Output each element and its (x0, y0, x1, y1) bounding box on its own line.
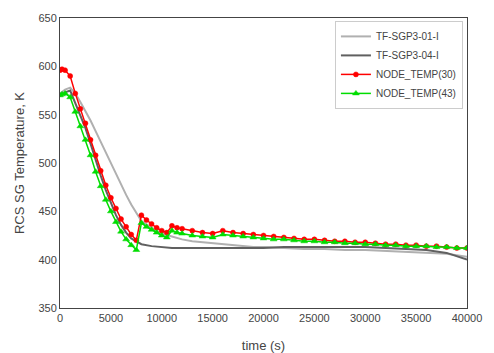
svg-text:650: 650 (38, 12, 56, 24)
svg-text:35000: 35000 (401, 312, 432, 324)
svg-text:450: 450 (38, 205, 56, 217)
svg-text:10000: 10000 (146, 312, 177, 324)
svg-text:30000: 30000 (350, 312, 381, 324)
svg-text:20000: 20000 (248, 312, 279, 324)
svg-text:TF-SGP3-01-I: TF-SGP3-01-I (376, 31, 439, 42)
svg-text:5000: 5000 (99, 312, 123, 324)
svg-text:NODE_TEMP(43): NODE_TEMP(43) (376, 88, 456, 99)
svg-text:400: 400 (38, 254, 56, 266)
svg-text:TF-SGP3-04-I: TF-SGP3-04-I (376, 50, 439, 61)
svg-text:25000: 25000 (299, 312, 330, 324)
svg-text:350: 350 (38, 302, 56, 314)
svg-text:time (s): time (s) (242, 338, 285, 353)
svg-text:40000: 40000 (452, 312, 483, 324)
svg-text:500: 500 (38, 157, 56, 169)
svg-text:NODE_TEMP(30): NODE_TEMP(30) (376, 69, 456, 80)
svg-text:0: 0 (57, 312, 63, 324)
svg-text:600: 600 (38, 60, 56, 72)
svg-text:550: 550 (38, 109, 56, 121)
svg-text:15000: 15000 (197, 312, 228, 324)
svg-text:RCS SG Temperature, K: RCS SG Temperature, K (12, 92, 27, 234)
